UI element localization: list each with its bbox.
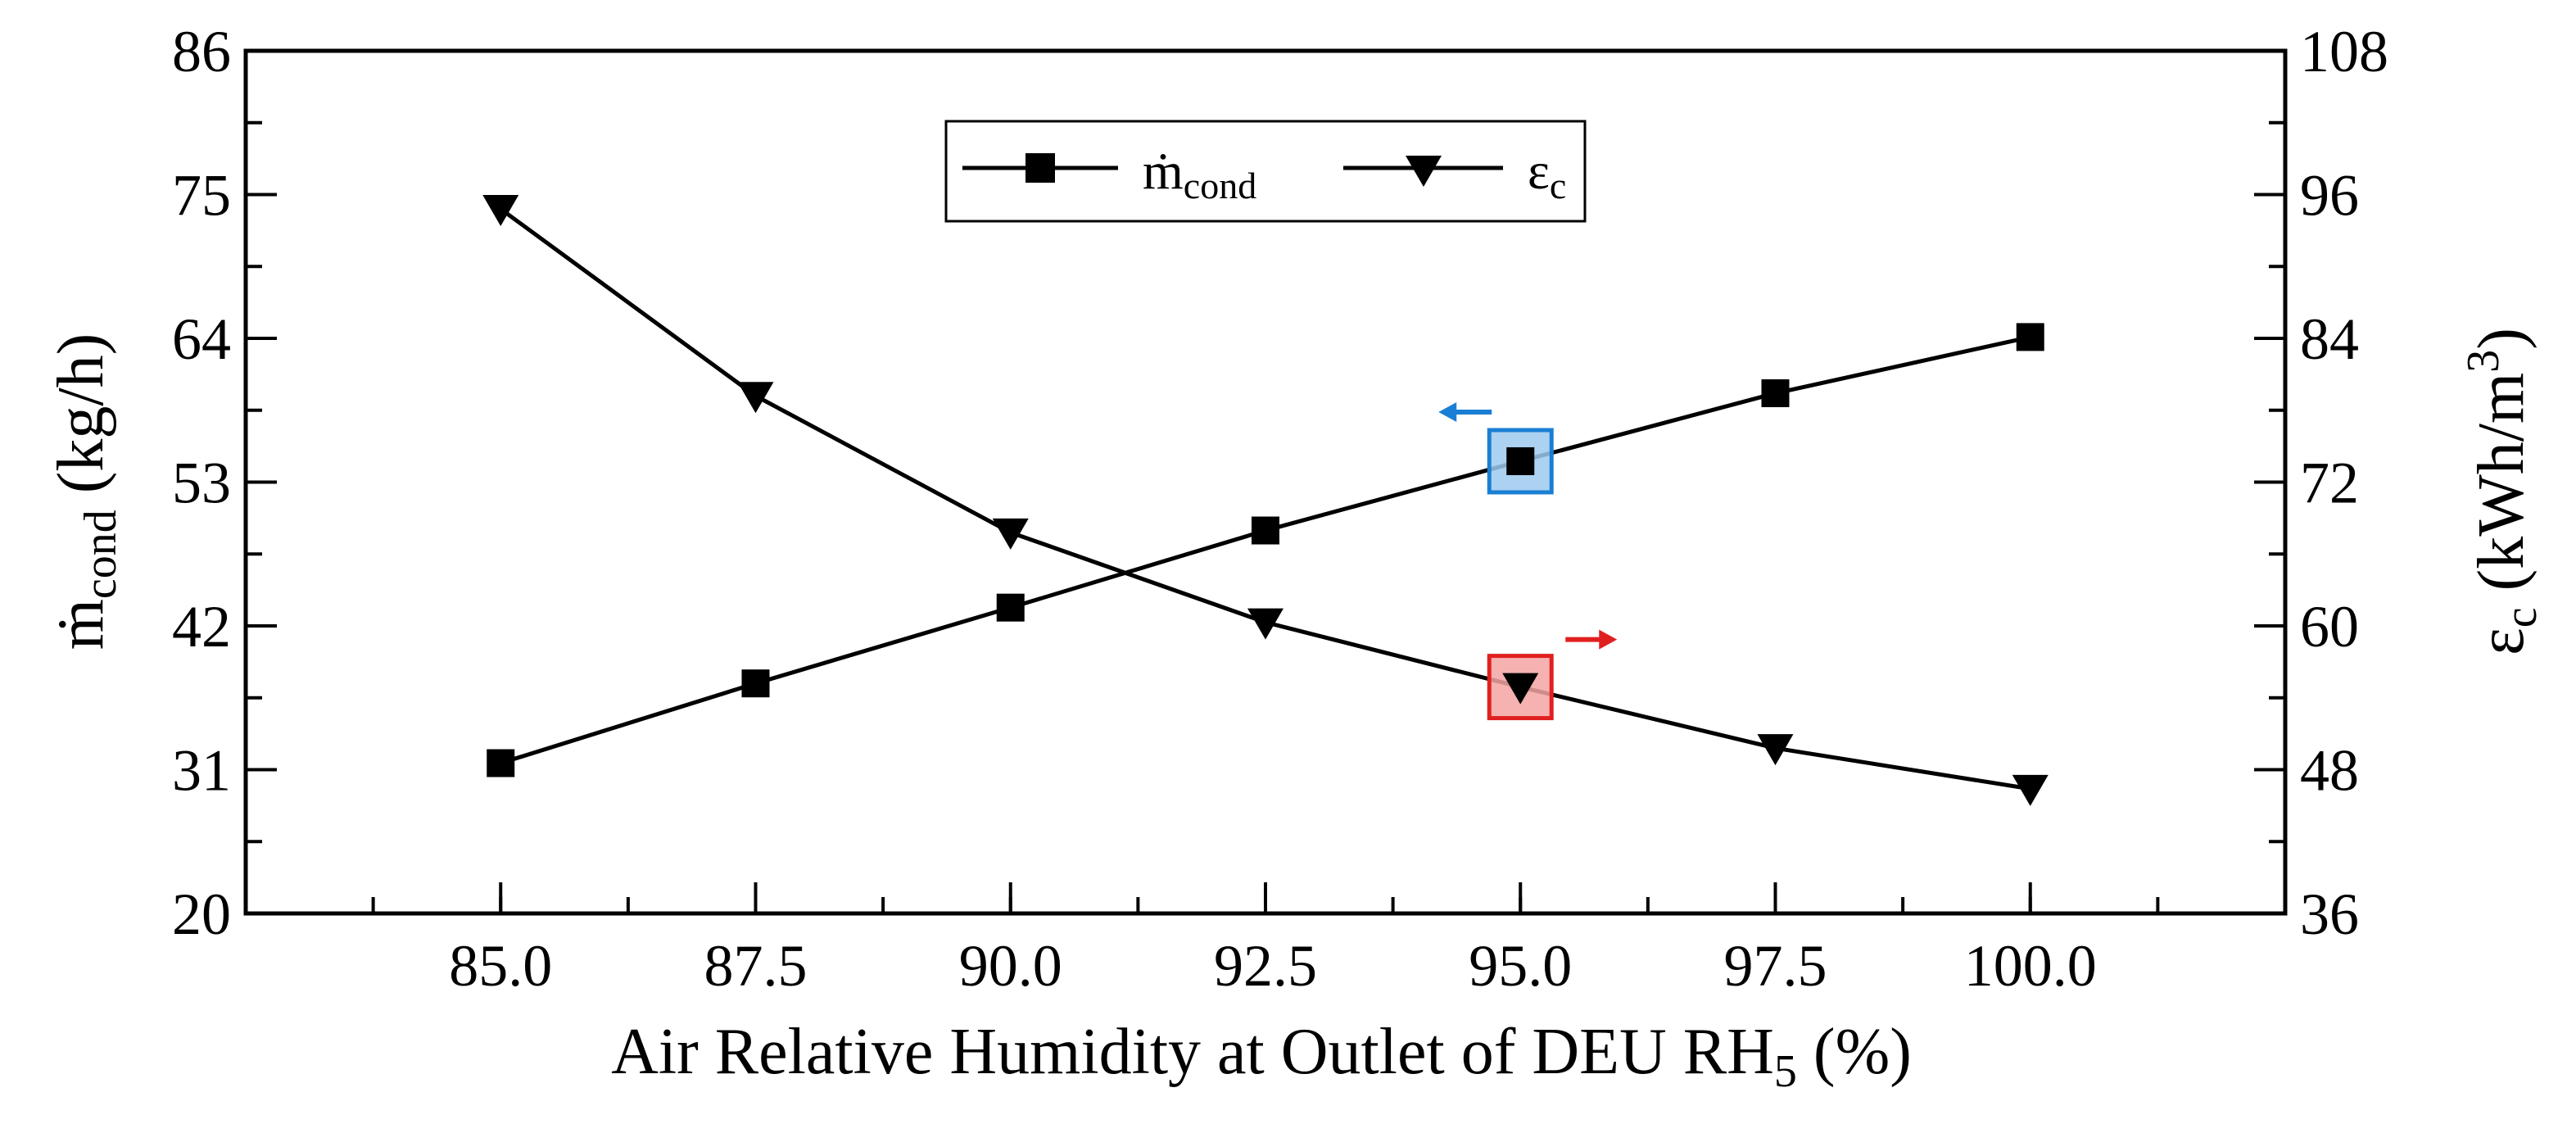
data-point-epsc — [1247, 608, 1283, 640]
legend-marker-triangle — [1406, 156, 1442, 187]
legend-marker-square — [1025, 153, 1055, 183]
data-point-epsc — [737, 382, 774, 414]
chart-marks-layer: 85.0 87.5 90.0 92.5 95.0 97.5 100.0 20 31 42 53 64 7… — [172, 19, 2388, 999]
y-right-tick-label: 60 — [2300, 594, 2359, 659]
legend-label-epsc: εc — [1528, 142, 1566, 206]
series-line-0 — [500, 334, 2031, 765]
x-tick-label: 87.5 — [704, 933, 808, 999]
y-right-tick-label: 108 — [2300, 19, 2388, 84]
x-title-suffix: (%) — [1797, 1016, 1912, 1088]
legend-epsc-symbol: ε — [1528, 142, 1550, 200]
data-point-epsc — [992, 518, 1029, 550]
y-left-title-unit: (kg/h) — [45, 333, 117, 510]
y-right-tick-label: 84 — [2300, 306, 2359, 372]
legend-label-mcond: ṁcond — [1143, 142, 1256, 206]
legend-mcond-sub: cond — [1184, 165, 1256, 206]
series-line-1 — [499, 207, 2031, 791]
x-title-sub: 5 — [1774, 1046, 1797, 1097]
data-point-mcond — [1506, 446, 1535, 475]
y-left-tick-label: 86 — [172, 19, 231, 84]
axis-arrow-left-head — [1438, 401, 1457, 422]
y-left-tick-label: 42 — [172, 594, 231, 659]
data-point-mcond — [1252, 516, 1279, 545]
data-point-mcond — [487, 749, 515, 777]
y-left-tick-label: 31 — [172, 738, 231, 804]
y-right-tick-label: 36 — [2300, 882, 2359, 947]
data-point-mcond — [2016, 323, 2044, 351]
legend-box — [944, 120, 1587, 223]
y-left-tick-label: 75 — [172, 163, 231, 229]
data-point-epsc — [482, 195, 519, 227]
y-right-title-unit-pre: (kWh/m — [2465, 373, 2538, 608]
x-tick-label: 97.5 — [1724, 933, 1827, 999]
x-title-main: Air Relative Humidity at Outlet of DEU R… — [611, 1016, 1774, 1088]
data-point-mcond — [996, 593, 1025, 622]
x-tick-label: 95.0 — [1469, 933, 1572, 999]
y-right-tick-label: 72 — [2300, 451, 2359, 516]
y-left-title-sub: cond — [75, 510, 126, 599]
data-point-epsc — [1757, 734, 1794, 766]
y-left-tick-label: 64 — [172, 306, 231, 372]
y-left-tick-label: 20 — [172, 882, 231, 947]
y-right-title-unit-sup: 3 — [2458, 350, 2509, 373]
legend-epsc-sub: c — [1550, 165, 1566, 206]
legend-mcond-symbol: ṁ — [1143, 142, 1184, 200]
x-tick-label: 100.0 — [1964, 933, 2097, 999]
axis-arrow-right-head — [1599, 629, 1618, 650]
y-right-tick-label: 96 — [2300, 163, 2359, 229]
x-tick-label: 85.0 — [449, 933, 552, 999]
y-axis-right-title: εc (kWh/m3) — [2458, 328, 2547, 655]
y-right-tick-label: 48 — [2300, 738, 2359, 804]
y-left-title-symbol: ṁ — [45, 599, 117, 650]
data-point-mcond — [741, 669, 770, 698]
x-tick-label: 92.5 — [1214, 933, 1317, 999]
x-tick-label: 90.0 — [959, 933, 1062, 999]
y-right-title-symbol: ε — [2465, 628, 2538, 655]
data-point-epsc — [2012, 774, 2049, 806]
y-right-title-sub: c — [2496, 607, 2547, 628]
legend: ṁcond εc — [944, 120, 1587, 223]
x-axis-title: Air Relative Humidity at Outlet of DEU R… — [611, 1016, 1912, 1097]
data-point-epsc — [1502, 673, 1539, 705]
y-left-tick-label: 53 — [172, 451, 231, 516]
data-point-mcond — [1761, 379, 1790, 408]
y-axis-left-title: ṁcond (kg/h) — [45, 333, 126, 650]
y-right-title-unit-post: ) — [2465, 328, 2538, 350]
